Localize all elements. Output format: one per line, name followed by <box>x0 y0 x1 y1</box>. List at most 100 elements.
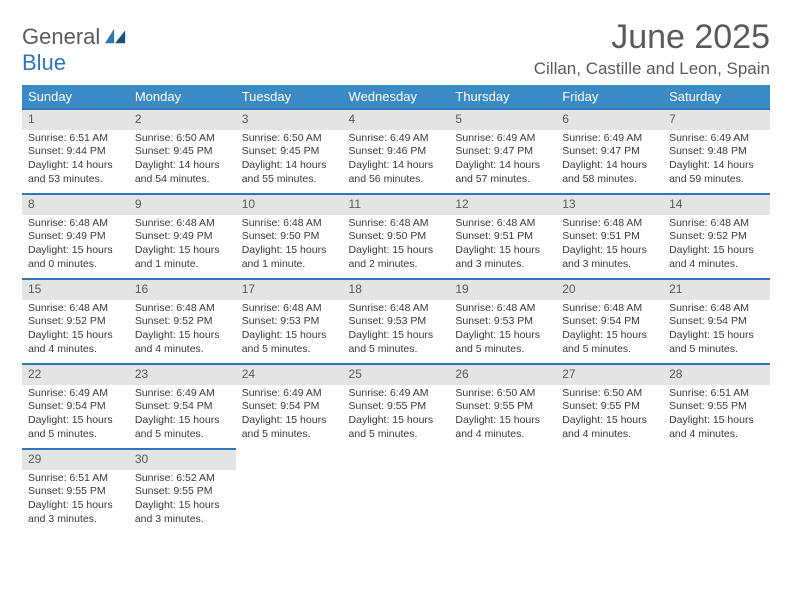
logo-flag-icon <box>105 26 127 44</box>
sunrise-text: Sunrise: 6:50 AM <box>242 132 337 146</box>
week-row: 1Sunrise: 6:51 AMSunset: 9:44 PMDaylight… <box>22 109 770 194</box>
day-number: 18 <box>343 280 450 300</box>
day-number: 4 <box>343 110 450 130</box>
daylight-line1: Daylight: 15 hours <box>455 244 550 258</box>
day-cell <box>449 449 556 534</box>
day-body: Sunrise: 6:48 AMSunset: 9:49 PMDaylight:… <box>129 215 236 276</box>
day-number: 24 <box>236 365 343 385</box>
daylight-line2: and 5 minutes. <box>669 343 764 357</box>
day-body: Sunrise: 6:49 AMSunset: 9:48 PMDaylight:… <box>663 130 770 191</box>
day-body: Sunrise: 6:49 AMSunset: 9:54 PMDaylight:… <box>129 385 236 446</box>
sunrise-text: Sunrise: 6:48 AM <box>562 217 657 231</box>
day-number: 13 <box>556 195 663 215</box>
brand-part1: General <box>22 24 100 49</box>
day-cell: 7Sunrise: 6:49 AMSunset: 9:48 PMDaylight… <box>663 109 770 194</box>
day-body: Sunrise: 6:48 AMSunset: 9:53 PMDaylight:… <box>343 300 450 361</box>
sunrise-text: Sunrise: 6:48 AM <box>669 302 764 316</box>
day-number: 27 <box>556 365 663 385</box>
day-body: Sunrise: 6:48 AMSunset: 9:53 PMDaylight:… <box>236 300 343 361</box>
sunrise-text: Sunrise: 6:48 AM <box>669 217 764 231</box>
sunset-text: Sunset: 9:49 PM <box>28 230 123 244</box>
daylight-line2: and 5 minutes. <box>349 428 444 442</box>
sunset-text: Sunset: 9:45 PM <box>242 145 337 159</box>
day-cell: 21Sunrise: 6:48 AMSunset: 9:54 PMDayligh… <box>663 279 770 364</box>
day-cell: 28Sunrise: 6:51 AMSunset: 9:55 PMDayligh… <box>663 364 770 449</box>
daylight-line1: Daylight: 15 hours <box>562 244 657 258</box>
sunset-text: Sunset: 9:54 PM <box>562 315 657 329</box>
day-number: 25 <box>343 365 450 385</box>
sunrise-text: Sunrise: 6:48 AM <box>242 217 337 231</box>
week-row: 22Sunrise: 6:49 AMSunset: 9:54 PMDayligh… <box>22 364 770 449</box>
day-body: Sunrise: 6:49 AMSunset: 9:47 PMDaylight:… <box>449 130 556 191</box>
sunrise-text: Sunrise: 6:51 AM <box>669 387 764 401</box>
day-number: 1 <box>22 110 129 130</box>
day-cell: 3Sunrise: 6:50 AMSunset: 9:45 PMDaylight… <box>236 109 343 194</box>
day-cell: 16Sunrise: 6:48 AMSunset: 9:52 PMDayligh… <box>129 279 236 364</box>
daylight-line1: Daylight: 14 hours <box>28 159 123 173</box>
daylight-line1: Daylight: 14 hours <box>562 159 657 173</box>
day-cell: 5Sunrise: 6:49 AMSunset: 9:47 PMDaylight… <box>449 109 556 194</box>
location-text: Cillan, Castille and Leon, Spain <box>534 59 770 79</box>
daylight-line1: Daylight: 15 hours <box>349 244 444 258</box>
day-body: Sunrise: 6:48 AMSunset: 9:52 PMDaylight:… <box>663 215 770 276</box>
day-body: Sunrise: 6:48 AMSunset: 9:52 PMDaylight:… <box>129 300 236 361</box>
day-cell: 30Sunrise: 6:52 AMSunset: 9:55 PMDayligh… <box>129 449 236 534</box>
daylight-line1: Daylight: 15 hours <box>455 329 550 343</box>
day-number: 23 <box>129 365 236 385</box>
week-row: 8Sunrise: 6:48 AMSunset: 9:49 PMDaylight… <box>22 194 770 279</box>
daylight-line2: and 54 minutes. <box>135 173 230 187</box>
daylight-line2: and 1 minute. <box>242 258 337 272</box>
page-title: June 2025 <box>534 18 770 57</box>
daylight-line2: and 56 minutes. <box>349 173 444 187</box>
day-cell: 27Sunrise: 6:50 AMSunset: 9:55 PMDayligh… <box>556 364 663 449</box>
day-cell: 8Sunrise: 6:48 AMSunset: 9:49 PMDaylight… <box>22 194 129 279</box>
day-body: Sunrise: 6:51 AMSunset: 9:55 PMDaylight:… <box>22 470 129 531</box>
day-body: Sunrise: 6:49 AMSunset: 9:47 PMDaylight:… <box>556 130 663 191</box>
day-number: 22 <box>22 365 129 385</box>
day-body: Sunrise: 6:48 AMSunset: 9:50 PMDaylight:… <box>236 215 343 276</box>
daylight-line2: and 4 minutes. <box>562 428 657 442</box>
sunset-text: Sunset: 9:53 PM <box>455 315 550 329</box>
sunrise-text: Sunrise: 6:48 AM <box>28 302 123 316</box>
daylight-line2: and 3 minutes. <box>455 258 550 272</box>
day-number: 14 <box>663 195 770 215</box>
day-cell: 25 Sunrise: 6:49 AMSunset: 9:55 PMDayligh… <box>343 364 450 449</box>
sunset-text: Sunset: 9:53 PM <box>242 315 337 329</box>
sunrise-text: Sunrise: 6:49 AM <box>349 132 444 146</box>
dh-wed: Wednesday <box>343 85 450 109</box>
sunset-text: Sunset: 9:52 PM <box>28 315 123 329</box>
day-cell: 19Sunrise: 6:48 AMSunset: 9:53 PMDayligh… <box>449 279 556 364</box>
day-body: Sunrise: 6:48 AMSunset: 9:52 PMDaylight:… <box>22 300 129 361</box>
sunrise-text: Sunrise: 6:48 AM <box>242 302 337 316</box>
day-number: 21 <box>663 280 770 300</box>
sunset-text: Sunset: 9:55 PM <box>349 400 444 414</box>
sunrise-text: Sunrise: 6:50 AM <box>562 387 657 401</box>
day-body: Sunrise: 6:51 AMSunset: 9:44 PMDaylight:… <box>22 130 129 191</box>
daylight-line2: and 4 minutes. <box>455 428 550 442</box>
dh-thu: Thursday <box>449 85 556 109</box>
sunrise-text: Sunrise: 6:49 AM <box>349 387 444 401</box>
sunset-text: Sunset: 9:54 PM <box>242 400 337 414</box>
day-cell: 12Sunrise: 6:48 AMSunset: 9:51 PMDayligh… <box>449 194 556 279</box>
day-cell <box>663 449 770 534</box>
dh-tue: Tuesday <box>236 85 343 109</box>
sunrise-text: Sunrise: 6:48 AM <box>455 217 550 231</box>
daylight-line2: and 0 minutes. <box>28 258 123 272</box>
day-cell: 15Sunrise: 6:48 AMSunset: 9:52 PMDayligh… <box>22 279 129 364</box>
day-header-row: Sunday Monday Tuesday Wednesday Thursday… <box>22 85 770 109</box>
sunrise-text: Sunrise: 6:49 AM <box>669 132 764 146</box>
day-cell <box>343 449 450 534</box>
sunrise-text: Sunrise: 6:49 AM <box>242 387 337 401</box>
day-body: Sunrise: 6:49 AMSunset: 9:54 PMDaylight:… <box>22 385 129 446</box>
day-number: 7 <box>663 110 770 130</box>
sunrise-text: Sunrise: 6:49 AM <box>562 132 657 146</box>
sunset-text: Sunset: 9:51 PM <box>562 230 657 244</box>
sunset-text: Sunset: 9:54 PM <box>28 400 123 414</box>
week-row: 15Sunrise: 6:48 AMSunset: 9:52 PMDayligh… <box>22 279 770 364</box>
sunrise-text: Sunrise: 6:50 AM <box>455 387 550 401</box>
day-body: Sunrise: 6:49 AMSunset: 9:54 PMDaylight:… <box>236 385 343 446</box>
day-cell: 2Sunrise: 6:50 AMSunset: 9:45 PMDaylight… <box>129 109 236 194</box>
day-cell: 6Sunrise: 6:49 AMSunset: 9:47 PMDaylight… <box>556 109 663 194</box>
daylight-line2: and 5 minutes. <box>242 343 337 357</box>
daylight-line1: Daylight: 15 hours <box>349 414 444 428</box>
